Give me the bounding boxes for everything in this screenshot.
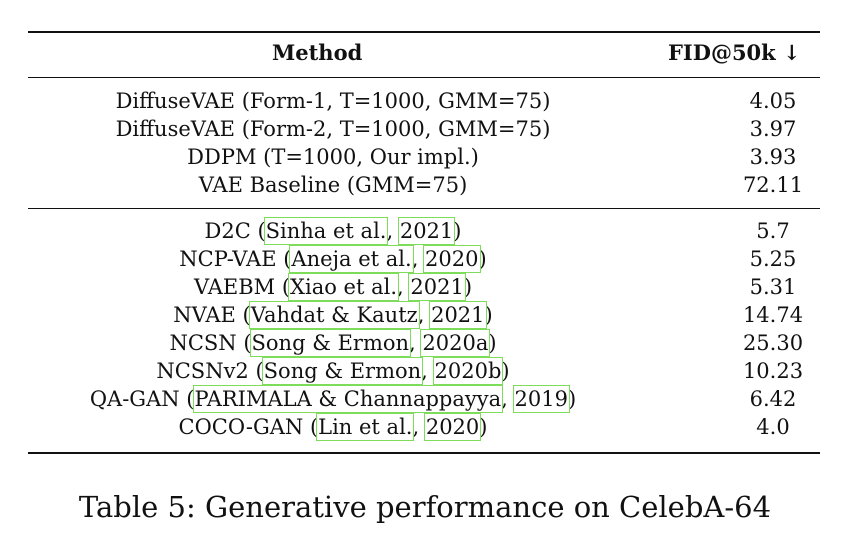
fid-cell: 3.93 [749,145,797,169]
table-row: QA-GAN (PARIMALA & Channappayya, 2019) 6… [28,385,820,415]
method-column-header: Method [272,40,363,65]
method-name: NVAE [173,303,236,327]
method-cell: NVAE (Vahdat & Kautz, 2021) [173,301,493,329]
fid-cell: 25.30 [742,331,804,355]
table-row: NCSNv2 (Song & Ermon, 2020b) 10.23 [28,357,820,387]
citation-authors-link[interactable]: Song & Ermon [261,357,424,385]
fid-cell: 5.25 [749,247,797,271]
method-cell: COCO-GAN (Lin et al., 2020) [178,413,488,441]
method-name: VAEBM [193,275,276,299]
method-cell: DiffuseVAE (Form-1, T=1000, GMM=75) [115,89,551,113]
table-row: DiffuseVAE (Form-1, T=1000, GMM=75) 4.05 [28,89,820,117]
table-row: DiffuseVAE (Form-2, T=1000, GMM=75) 3.97 [28,117,820,145]
method-name: NCSNv2 [156,359,249,383]
citation-year-link[interactable]: 2021 [397,217,456,245]
fid-cell: 3.97 [749,117,797,141]
fid-cell: 14.74 [742,303,804,327]
citation-authors-link[interactable]: Sinha et al. [263,217,389,245]
fid-cell: 4.0 [756,415,790,439]
method-name: NCP-VAE [179,247,277,271]
fid-cell: 5.31 [749,275,797,299]
bottom-rule [28,452,820,454]
citation-year-link[interactable]: 2019 [512,385,570,413]
citation-year-link[interactable]: 2020a [420,329,491,357]
citation-authors-link[interactable]: Song & Ermon [249,329,412,357]
fid-cell: 72.11 [742,173,804,197]
method-cell: DiffuseVAE (Form-2, T=1000, GMM=75) [115,117,551,141]
table-row: NVAE (Vahdat & Kautz, 2021) 14.74 [28,301,820,331]
fid-cell: 6.42 [749,387,797,411]
fid-column-header: FID@50k ↓ [668,40,801,65]
table-row: DDPM (T=1000, Our impl.) 3.93 [28,145,820,173]
citation-authors-link[interactable]: Vahdat & Kautz [248,301,420,329]
citation-year-link[interactable]: 2020 [423,245,481,273]
citation-year-link[interactable]: 2020b [432,357,504,385]
fid-cell: 4.05 [749,89,797,113]
citation-authors-link[interactable]: Xiao et al. [288,273,399,301]
header-rule [28,77,820,78]
citation-year-link[interactable]: 2021 [429,301,487,329]
method-name: QA-GAN [89,387,180,411]
table-row: VAEBM (Xiao et al., 2021) 5.31 [28,273,820,303]
method-cell: D2C (Sinha et al., 2021) [204,217,462,245]
table-row: NCP-VAE (Aneja et al., 2020) 5.25 [28,245,820,275]
citation-year-link[interactable]: 2020 [423,413,482,441]
method-name: D2C [204,219,251,243]
method-cell: NCSNv2 (Song & Ermon, 2020b) [156,357,510,385]
table-row: VAE Baseline (GMM=75) 72.11 [28,173,820,201]
method-cell: QA-GAN (PARIMALA & Channappayya, 2019) [89,385,577,413]
group-rule [28,208,820,209]
method-cell: DDPM (T=1000, Our impl.) [187,145,479,169]
table-row: COCO-GAN (Lin et al., 2020) 4.0 [28,413,820,443]
method-name: COCO-GAN [178,415,304,439]
fid-cell: 10.23 [742,359,804,383]
method-cell: NCSN (Song & Ermon, 2020a) [169,329,497,357]
table-row: NCSN (Song & Ermon, 2020a) 25.30 [28,329,820,359]
table-caption: Table 5: Generative performance on Celeb… [78,490,772,524]
top-rule [28,31,820,33]
method-cell: VAEBM (Xiao et al., 2021) [193,273,473,301]
method-cell: VAE Baseline (GMM=75) [198,173,468,197]
citation-authors-link[interactable]: PARIMALA & Channappayya [192,385,504,413]
method-name: NCSN [169,331,237,355]
citation-year-link[interactable]: 2021 [408,273,466,301]
citation-authors-link[interactable]: Lin et al. [316,413,415,441]
fid-cell: 5.7 [756,219,790,243]
citation-authors-link[interactable]: Aneja et al. [289,245,414,273]
table-row: D2C (Sinha et al., 2021) 5.7 [28,217,820,247]
method-cell: NCP-VAE (Aneja et al., 2020) [179,245,487,273]
